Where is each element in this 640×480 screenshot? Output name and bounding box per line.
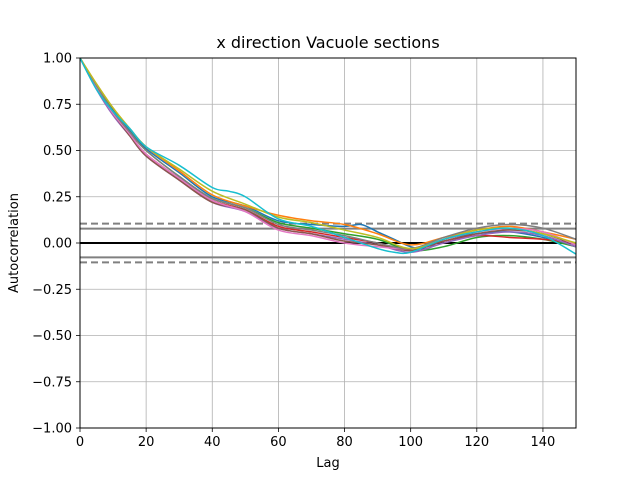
series-line-6	[80, 58, 576, 252]
x-tick-label: 40	[204, 435, 221, 450]
x-tick-label: 120	[464, 435, 489, 450]
series-line-10	[80, 58, 576, 255]
reference-lines	[80, 222, 576, 264]
x-tick-label: 80	[336, 435, 353, 450]
x-axis-ticks: 0 20 40 60 80 100 120 140	[76, 428, 555, 450]
y-tick-label: 0.50	[43, 144, 72, 159]
y-axis-label: Autocorrelation	[7, 193, 22, 293]
y-tick-label: 0.00	[43, 237, 72, 252]
series-line-8	[80, 58, 576, 250]
y-axis-ticks: 1.00 0.75 0.50 0.25 0.00 −0.25 −0.50 −0.75 −1.00	[32, 52, 80, 437]
series-lines	[80, 58, 576, 255]
x-axis-label: Lag	[316, 456, 339, 471]
y-tick-label: 0.75	[43, 98, 72, 113]
x-tick-label: 0	[76, 435, 84, 450]
x-tick-label: 100	[398, 435, 423, 450]
y-tick-label: 0.25	[43, 190, 72, 205]
x-tick-label: 140	[531, 435, 556, 450]
y-tick-label: −0.50	[32, 329, 72, 344]
x-tick-label: 20	[138, 435, 155, 450]
y-tick-label: −0.75	[32, 375, 72, 390]
x-tick-label: 60	[270, 435, 287, 450]
y-tick-label: 1.00	[43, 52, 72, 67]
chart-title: x direction Vacuole sections	[216, 33, 439, 52]
y-tick-label: −0.25	[32, 283, 72, 298]
y-tick-label: −1.00	[32, 422, 72, 437]
